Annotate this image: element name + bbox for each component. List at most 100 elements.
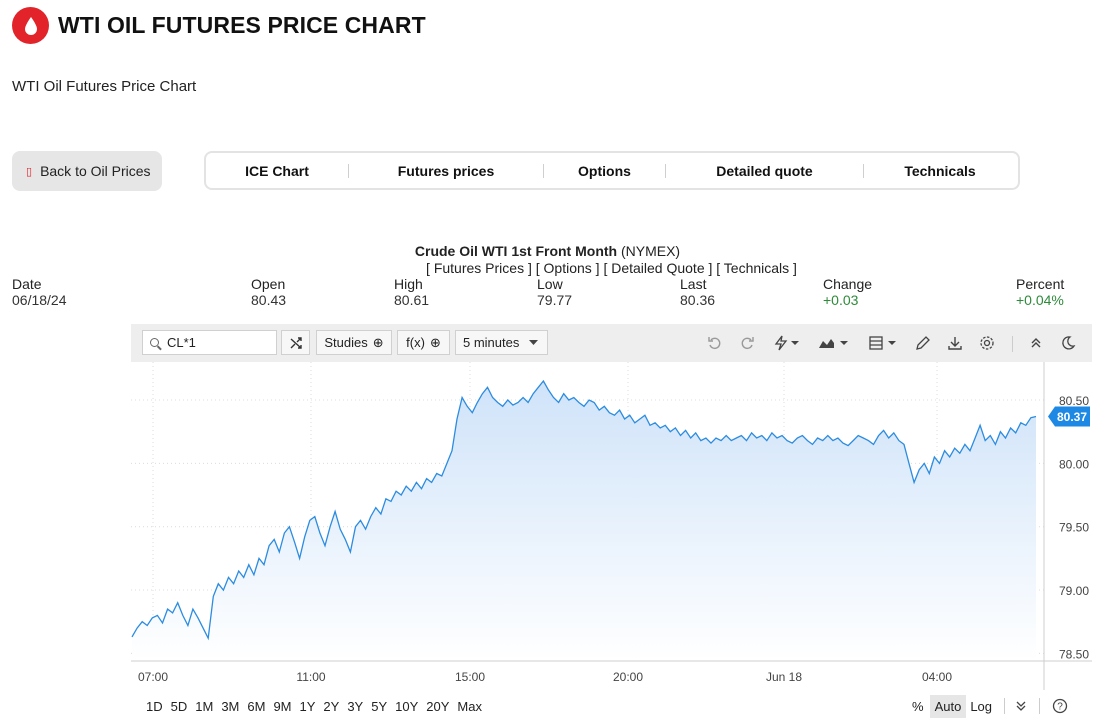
- stat-label: Last: [680, 276, 707, 292]
- stat-value: 80.43: [251, 292, 287, 308]
- price-line: [131, 379, 1037, 641]
- interval-select[interactable]: 5 minutes: [455, 330, 548, 355]
- compare-button[interactable]: [281, 330, 310, 355]
- range-2y[interactable]: 2Y: [323, 699, 340, 714]
- moon-icon[interactable]: [1058, 333, 1078, 353]
- shuffle-icon: [290, 336, 302, 349]
- chart-toolbar: CL*1 Studies ⊕ f(x) ⊕ 5 minutes: [131, 324, 1092, 362]
- tab-divider: [348, 163, 349, 178]
- range-1d[interactable]: 1D: [146, 699, 163, 714]
- stat-value: 79.77: [537, 292, 573, 308]
- range-6m[interactable]: 6M: [247, 699, 266, 714]
- x-tick-label: Jun 18: [766, 670, 802, 684]
- stat-percent: Percent +0.04%: [1016, 276, 1064, 308]
- stat-date: Date 06/18/24: [12, 276, 67, 308]
- stat-value: +0.04%: [1016, 292, 1064, 308]
- quote-links[interactable]: [ Futures Prices ] [ Options ] [ Detaile…: [426, 260, 797, 276]
- tab-ice-chart[interactable]: ICE Chart: [245, 162, 309, 179]
- page-subtitle: WTI Oil Futures Price Chart: [12, 78, 197, 95]
- gear-icon[interactable]: [977, 333, 997, 353]
- oil-drop-icon: [12, 7, 49, 44]
- tab-futures-prices[interactable]: Futures prices: [397, 162, 495, 179]
- stat-high: High 80.61: [394, 276, 429, 308]
- range-3m[interactable]: 3M: [221, 699, 240, 714]
- last-price-label: 80.37: [1057, 410, 1087, 424]
- range-5d[interactable]: 5D: [170, 699, 188, 714]
- lightning-icon[interactable]: [771, 333, 803, 353]
- y-tick-label: 78.50: [1059, 647, 1089, 661]
- stat-last: Last 80.36: [680, 276, 715, 308]
- svg-text:?: ?: [1057, 702, 1063, 713]
- range-9m[interactable]: 9M: [273, 699, 292, 714]
- stat-label: Change: [823, 276, 873, 292]
- stat-label: Open: [251, 276, 286, 292]
- download-icon[interactable]: [945, 333, 965, 353]
- search-icon: [150, 338, 159, 347]
- scale-divider: [1004, 698, 1006, 714]
- toolbar-divider: [1012, 336, 1013, 352]
- expand-down-icon[interactable]: [1015, 700, 1027, 712]
- x-tick-label: 11:00: [296, 670, 325, 684]
- help-icon[interactable]: ?: [1052, 698, 1068, 714]
- collapse-icon[interactable]: [1026, 333, 1046, 353]
- range-1y[interactable]: 1Y: [299, 699, 316, 714]
- range-3y[interactable]: 3Y: [347, 699, 364, 714]
- y-tick-label: 79.00: [1059, 584, 1089, 598]
- symbol-search-input[interactable]: CL*1: [142, 330, 277, 355]
- range-1m[interactable]: 1M: [195, 699, 214, 714]
- studies-button[interactable]: Studies ⊕: [316, 330, 392, 355]
- price-area: [132, 381, 1036, 661]
- log-scale-toggle[interactable]: Log: [970, 698, 993, 714]
- chevron-down-icon: [529, 339, 539, 345]
- range-5y[interactable]: 5Y: [371, 699, 388, 714]
- undo-icon[interactable]: [705, 333, 725, 353]
- tab-divider: [665, 163, 666, 178]
- stat-value: +0.03: [823, 292, 859, 308]
- x-tick-label: 04:00: [922, 670, 952, 684]
- price-chart-svg[interactable]: 78.50 79.00 79.50 80.00 80.50 07:00 11:00 15:00…: [131, 362, 1092, 690]
- range-selector: 1D 5D 1M 3M 6M 9M 1Y 2Y 3Y 5Y 10Y 20Y Ma…: [146, 699, 490, 714]
- auto-scale-toggle[interactable]: Auto: [929, 694, 967, 718]
- interval-label: 5 minutes: [463, 335, 520, 350]
- chart-type-icon[interactable]: [817, 333, 851, 353]
- y-tick-label: 80.00: [1059, 457, 1089, 471]
- fx-button[interactable]: f(x) ⊕: [397, 330, 450, 355]
- percent-scale-toggle[interactable]: %: [912, 698, 924, 714]
- last-price-badge: [1048, 406, 1090, 427]
- plus-circle-icon: ⊕: [372, 334, 384, 350]
- exchange-label: (NYMEX): [620, 243, 681, 259]
- range-max[interactable]: Max: [457, 699, 482, 714]
- tab-divider: [863, 163, 864, 178]
- back-to-oil-prices-button[interactable]: ▯ Back to Oil Prices: [12, 151, 162, 191]
- tab-technicals[interactable]: Technicals: [904, 162, 976, 179]
- stat-label: Date: [12, 276, 42, 292]
- stat-change: Change +0.03: [823, 276, 872, 308]
- range-10y[interactable]: 10Y: [395, 699, 419, 714]
- x-tick-label: 20:00: [613, 670, 643, 684]
- stat-value: 06/18/24: [12, 292, 67, 308]
- stat-low: Low 79.77: [537, 276, 572, 308]
- y-tick-label: 80.50: [1059, 394, 1089, 408]
- x-tick-label: 15:00: [455, 670, 485, 684]
- redo-icon[interactable]: [737, 333, 757, 353]
- stat-value: 80.36: [680, 292, 716, 308]
- stat-open: Open 80.43: [251, 276, 286, 308]
- price-chart[interactable]: 78.50 79.00 79.50 80.00 80.50 07:00 11:00 15:00…: [131, 362, 1092, 690]
- range-20y[interactable]: 20Y: [426, 699, 450, 714]
- quote-title: Crude Oil WTI 1st Front Month (NYMEX): [0, 243, 1095, 259]
- scale-divider: [1039, 698, 1041, 714]
- stat-label: Low: [537, 276, 563, 292]
- page-header: WTI OIL FUTURES PRICE CHART: [12, 7, 426, 44]
- back-arrow-icon: ▯: [26, 165, 33, 178]
- y-tick-label: 79.50: [1059, 521, 1089, 535]
- pencil-icon[interactable]: [913, 333, 933, 353]
- tab-detailed-quote[interactable]: Detailed quote: [716, 162, 813, 179]
- back-button-label: Back to Oil Prices: [40, 163, 151, 179]
- scale-options: % Auto Log ?: [912, 694, 1068, 718]
- layout-icon[interactable]: [867, 333, 901, 353]
- symbol-value: CL*1: [167, 335, 196, 350]
- stat-label: Percent: [1016, 276, 1065, 292]
- tab-divider: [543, 163, 544, 178]
- quote-tabs: ICE Chart Futures prices Options Detaile…: [204, 151, 1020, 190]
- tab-options[interactable]: Options: [578, 162, 631, 179]
